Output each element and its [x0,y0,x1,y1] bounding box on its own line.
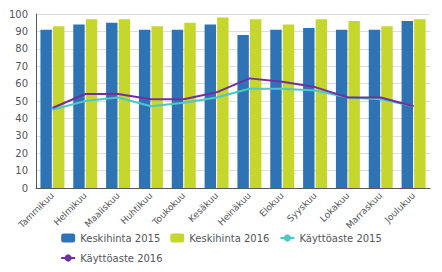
svg-text:Lokakuu: Lokakuu [318,190,351,223]
svg-text:10: 10 [15,165,28,176]
svg-text:90: 90 [15,26,28,37]
svg-text:100: 100 [9,9,28,20]
svg-text:Joulukuu: Joulukuu [382,190,417,225]
svg-text:20: 20 [15,148,28,159]
svg-text:Tammikuu: Tammikuu [16,190,56,230]
svg-text:Maaliskuu: Maaliskuu [83,190,122,229]
svg-text:Marraskuu: Marraskuu [344,190,384,230]
svg-text:Kesäkuu: Kesäkuu [187,190,221,224]
svg-text:50: 50 [15,96,28,107]
svg-text:Käyttöaste 2015: Käyttöaste 2015 [299,233,381,244]
svg-text:Elokuu: Elokuu [258,190,286,218]
svg-text:Keskihinta 2015: Keskihinta 2015 [80,233,160,244]
svg-text:70: 70 [15,61,28,72]
svg-text:Käyttöaste 2016: Käyttöaste 2016 [80,253,162,264]
svg-text:Huhtikuu: Huhtikuu [119,190,155,226]
svg-text:Syyskuu: Syyskuu [285,190,318,223]
svg-text:40: 40 [15,113,28,124]
svg-text:Helmikuu: Helmikuu [51,190,89,228]
svg-text:60: 60 [15,78,28,89]
svg-text:80: 80 [15,43,28,54]
svg-text:0: 0 [22,183,28,194]
svg-text:30: 30 [15,130,28,141]
svg-text:Keskihinta 2016: Keskihinta 2016 [189,233,269,244]
svg-text:Heinäkuu: Heinäkuu [216,190,253,227]
svg-text:Toukokuu: Toukokuu [150,190,187,227]
